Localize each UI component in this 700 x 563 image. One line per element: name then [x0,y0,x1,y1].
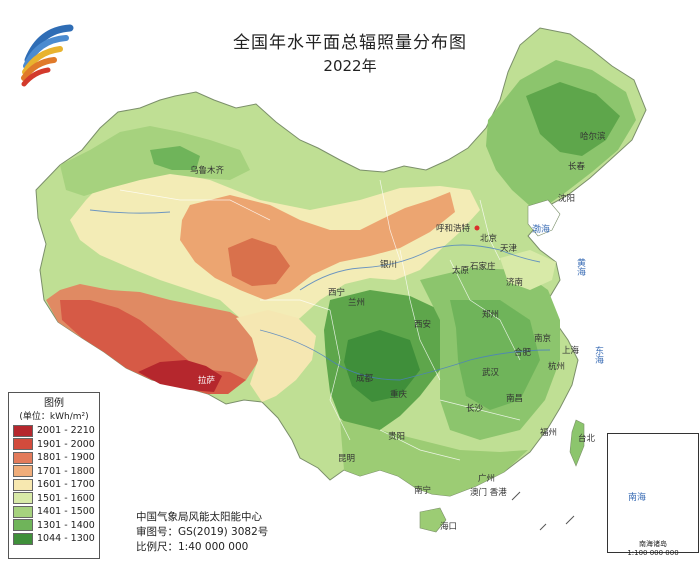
city-yinchuan: 银川 [380,260,398,270]
city-kunming: 昆明 [338,454,356,464]
legend-swatch [13,492,33,505]
legend-row: 1401 - 1500 [9,505,99,519]
city-taiyuan: 太原 [452,266,470,276]
legend-row: 1701 - 1800 [9,465,99,479]
city-fuzhou: 福州 [540,428,558,438]
legend-label: 1901 - 2000 [37,438,95,450]
legend-row: 1301 - 1400 [9,519,99,533]
sea-south: 南海 [628,493,647,503]
legend-row: 1601 - 1700 [9,478,99,492]
inset-caption: 南海诸岛 1:100 000 000 [610,540,696,558]
credits: 中国气象局风能太阳能中心 审图号：GS(2019) 3082号 比例尺：1:40… [136,510,286,555]
legend-swatch [13,465,33,478]
city-hangzhou: 杭州 [548,362,566,372]
inset-label: 南海诸岛 [639,540,667,548]
legend-unit: (单位：kWh/m²) [19,412,89,422]
city-haikou: 海口 [440,522,458,532]
city-xian: 西安 [414,320,432,330]
legend: 图例 (单位：kWh/m²) 2001 - 2210 1901 - 2000 180… [8,392,100,559]
city-changsha: 长沙 [466,404,484,414]
legend-swatch [13,478,33,491]
city-nanning: 南宁 [414,486,432,496]
legend-swatch [13,505,33,518]
legend-label: 1601 - 1700 [37,479,95,491]
legend-label: 1801 - 1900 [37,452,95,464]
legend-rows: 2001 - 2210 1901 - 2000 1801 - 1900 1701 - … [9,424,99,546]
legend-label: 1501 - 1600 [37,492,95,504]
legend-swatch [13,451,33,464]
city-urumqi: 乌鲁木齐 [190,166,225,176]
logo-icon [21,24,74,87]
credit-org: 中国气象局风能太阳能中心 [136,511,262,523]
city-guangzhou: 广州 [478,474,496,484]
legend-title: 图例 [44,398,64,409]
south-china-sea-inset [607,433,699,553]
city-changchun: 长春 [568,162,586,172]
city-harbin: 哈尔滨 [580,132,606,142]
legend-row: 1044 - 1300 [9,532,99,546]
city-lhasa: 拉萨 [198,376,216,386]
capital-marker [474,225,480,231]
legend-label: 1044 - 1300 [37,533,95,545]
legend-row: 1801 - 1900 [9,451,99,465]
city-shenyang: 沈阳 [558,194,576,204]
city-chengdu: 成都 [356,374,374,384]
legend-label: 2001 - 2210 [37,425,95,437]
sea-bohai: 渤海 [532,225,551,235]
legend-swatch [13,532,33,545]
city-hefei: 合肥 [514,348,532,358]
legend-row: 1501 - 1600 [9,492,99,506]
city-wuhan: 武汉 [482,368,500,378]
city-guiyang: 贵阳 [388,432,406,442]
city-beijing: 北京 [480,234,498,244]
city-shanghai: 上海 [562,346,580,356]
credit-scale: 比例尺：1:40 000 000 [136,541,249,553]
city-shijiazhuang: 石家庄 [470,262,496,272]
city-nanjing: 南京 [534,334,552,344]
legend-label: 1401 - 1500 [37,506,95,518]
city-chongqing: 重庆 [390,390,408,400]
map-title: 全国年水平面总辐照量分布图 [233,33,467,53]
legend-swatch [13,519,33,532]
city-tianjin: 天津 [500,244,518,254]
city-nanchang: 南昌 [506,394,524,404]
sea-yellow: 黄海 [575,258,585,276]
legend-label: 1701 - 1800 [37,465,95,477]
title-block: 全国年水平面总辐照量分布图 2022年 [0,30,700,76]
legend-row: 2001 - 2210 [9,424,99,438]
city-macau-hk: 澳门 香港 [470,488,507,498]
inset-scale: 1:100 000 000 [627,549,679,557]
city-lanzhou: 兰州 [348,298,366,308]
legend-swatch [13,424,33,437]
city-jinan: 济南 [506,278,524,288]
credit-approval: 审图号：GS(2019) 3082号 [136,526,269,538]
map-subtitle: 2022年 [323,57,377,75]
city-zhengzhou: 郑州 [482,310,500,320]
legend-row: 1901 - 2000 [9,438,99,452]
legend-swatch [13,438,33,451]
legend-label: 1301 - 1400 [37,519,95,531]
sea-east: 东海 [593,346,603,364]
city-xining: 西宁 [328,288,346,298]
city-hohhot: 呼和浩特 [436,224,471,234]
city-taipei: 台北 [578,434,596,444]
